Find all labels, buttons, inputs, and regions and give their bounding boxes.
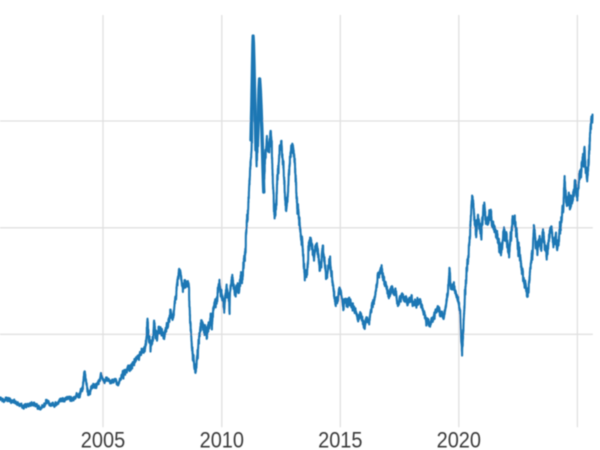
svg-text:2015: 2015 bbox=[318, 428, 362, 450]
svg-text:2005: 2005 bbox=[81, 428, 125, 450]
svg-text:2020: 2020 bbox=[437, 428, 481, 450]
svg-text:2010: 2010 bbox=[200, 428, 244, 450]
